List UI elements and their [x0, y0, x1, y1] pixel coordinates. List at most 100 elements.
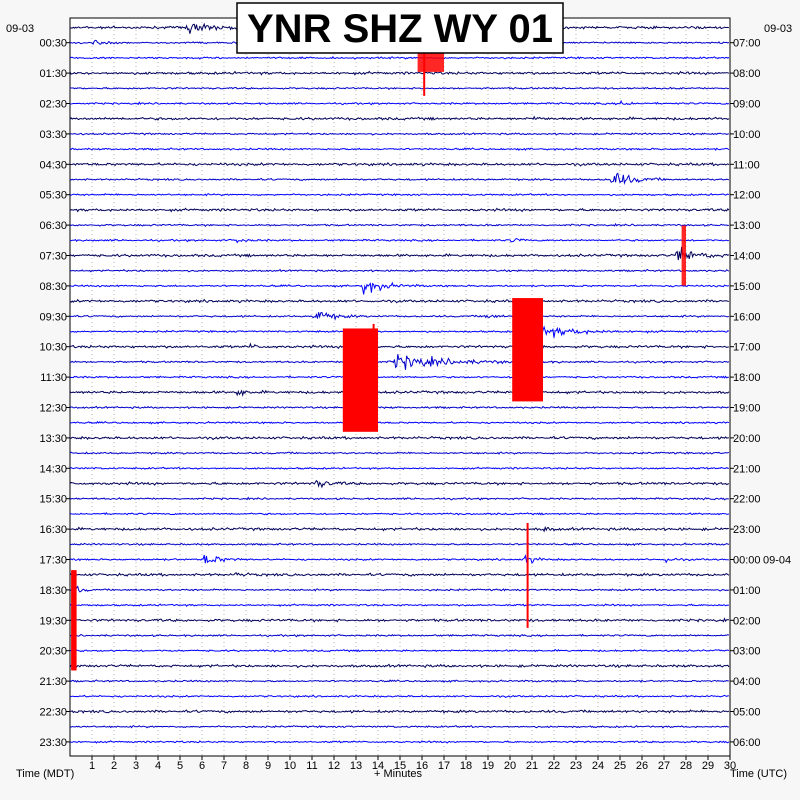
trace-11 [69, 193, 730, 197]
right-time-label-2: 09:00 [733, 99, 761, 111]
x-tick-label-4: 4 [155, 760, 161, 772]
left-time-label-14: 14:30 [39, 463, 67, 475]
trace-20 [69, 325, 730, 338]
trace-34 [69, 542, 730, 547]
x-axis-label: + Minutes [374, 768, 422, 780]
trace-23 [69, 375, 729, 379]
left-time-label-15: 15:30 [39, 494, 67, 506]
left-time-label-9: 09:30 [39, 311, 67, 323]
x-tick-label-13: 13 [350, 760, 362, 772]
x-tick-label-21: 21 [526, 760, 538, 772]
x-tick-label-24: 24 [592, 760, 604, 772]
right-time-label-13: 20:00 [733, 433, 761, 445]
left-time-label-19: 19:30 [39, 615, 67, 627]
x-axis: 1 2 3 4 5 6 7 8 9 10 11 12 13 14 15 16 17 18 19 20 21 22 23 24 2… [89, 756, 736, 772]
x-tick-label-16: 16 [416, 760, 428, 772]
trace-13 [69, 222, 730, 227]
x-tick-label-15: 15 [394, 760, 406, 772]
x-tick-label-20: 20 [504, 760, 516, 772]
trace-16 [69, 268, 730, 273]
trace-46 [69, 725, 729, 729]
left-time-label-20: 20:30 [39, 646, 67, 658]
left-time-label-12: 12:30 [39, 403, 67, 415]
clip-event-10 [681, 225, 686, 286]
right-time-label-1: 08:00 [733, 68, 761, 80]
x-tick-label-17: 17 [438, 760, 450, 772]
right-time-label-9: 16:00 [733, 311, 761, 323]
trace-6 [69, 115, 730, 122]
right-time-label-16: 23:00 [733, 524, 761, 536]
trace-14 [69, 238, 729, 244]
trace-8 [69, 147, 730, 152]
trace-19 [70, 311, 730, 321]
trace-9 [69, 161, 730, 167]
left-time-label-10: 10:30 [39, 342, 67, 354]
x-tick-label-9: 9 [265, 760, 271, 772]
x-tick-label-3: 3 [133, 760, 139, 772]
right-time-label-7: 14:00 [733, 251, 761, 263]
trace-17 [69, 281, 730, 295]
trace-31 [69, 496, 729, 501]
right-time-label-15: 22:00 [733, 494, 761, 506]
trace-21 [69, 342, 729, 350]
x-tick-label-10: 10 [284, 760, 296, 772]
right-axis-label: Time (UTC) [730, 768, 787, 780]
right-time-label-18: 01:00 [733, 585, 761, 597]
trace-42 [69, 663, 730, 669]
trace-30 [69, 479, 730, 489]
left-time-label-8: 08:30 [39, 281, 67, 293]
trace-45 [69, 709, 730, 714]
x-tick-label-19: 19 [482, 760, 494, 772]
right-time-label-14: 21:00 [733, 463, 761, 475]
trace-29 [69, 466, 729, 471]
trace-41 [69, 648, 730, 653]
left-time-label-5: 05:30 [39, 190, 67, 202]
x-tick-label-27: 27 [658, 760, 670, 772]
right-time-label-19: 02:00 [733, 615, 761, 627]
trace-39 [69, 617, 730, 623]
left-time-label-13: 13:30 [39, 433, 67, 445]
right-time-label-0: 07:00 [733, 38, 761, 50]
left-time-label-11: 11:30 [40, 372, 67, 384]
x-tick-label-5: 5 [177, 760, 183, 772]
trace-10 [69, 172, 729, 186]
right-time-label-5: 12:00 [733, 190, 761, 202]
trace-33 [70, 525, 730, 533]
clip-block-1 [512, 298, 543, 402]
x-tick-label-2: 2 [111, 760, 117, 772]
left-time-label-1: 01:30 [39, 68, 67, 80]
trace-47 [69, 740, 730, 744]
left-time-label-0: 00:30 [39, 38, 67, 50]
left-time-label-16: 16:30 [39, 524, 67, 536]
left-axis-label: Time (MDT) [16, 768, 74, 780]
trace-36 [69, 571, 730, 578]
trace-24 [69, 389, 730, 397]
trace-38 [69, 603, 729, 607]
trace-28 [69, 451, 730, 455]
clip-block-2 [71, 570, 77, 671]
left-time-axis: 00:30 01:30 02:30 03:30 04:30 05:30 06:30 07:30… [39, 38, 70, 749]
trace-12 [69, 207, 730, 213]
left-time-label-17: 17:30 [39, 555, 67, 567]
left-time-label-23: 23:30 [39, 737, 67, 749]
x-tick-label-18: 18 [460, 760, 472, 772]
chart-title: YNR SHZ WY 01 [247, 7, 553, 51]
trace-7 [69, 132, 729, 136]
right-time-label-12: 19:00 [733, 403, 761, 415]
trace-5 [69, 99, 730, 106]
clipped-signal-overlays [71, 27, 686, 671]
trace-27 [69, 435, 729, 441]
trace-44 [69, 694, 729, 699]
left-time-label-3: 03:30 [39, 129, 67, 141]
x-tick-label-22: 22 [548, 760, 560, 772]
left-time-label-7: 07:30 [39, 251, 67, 263]
trace-3 [69, 70, 730, 76]
right-time-label-20: 03:00 [733, 646, 761, 658]
x-tick-label-26: 26 [636, 760, 648, 772]
trace-43 [69, 679, 729, 684]
left-time-label-4: 04:30 [39, 159, 67, 171]
x-tick-label-23: 23 [570, 760, 582, 772]
right-time-label-10: 17:00 [733, 342, 761, 354]
left-time-label-21: 21:30 [39, 676, 67, 688]
